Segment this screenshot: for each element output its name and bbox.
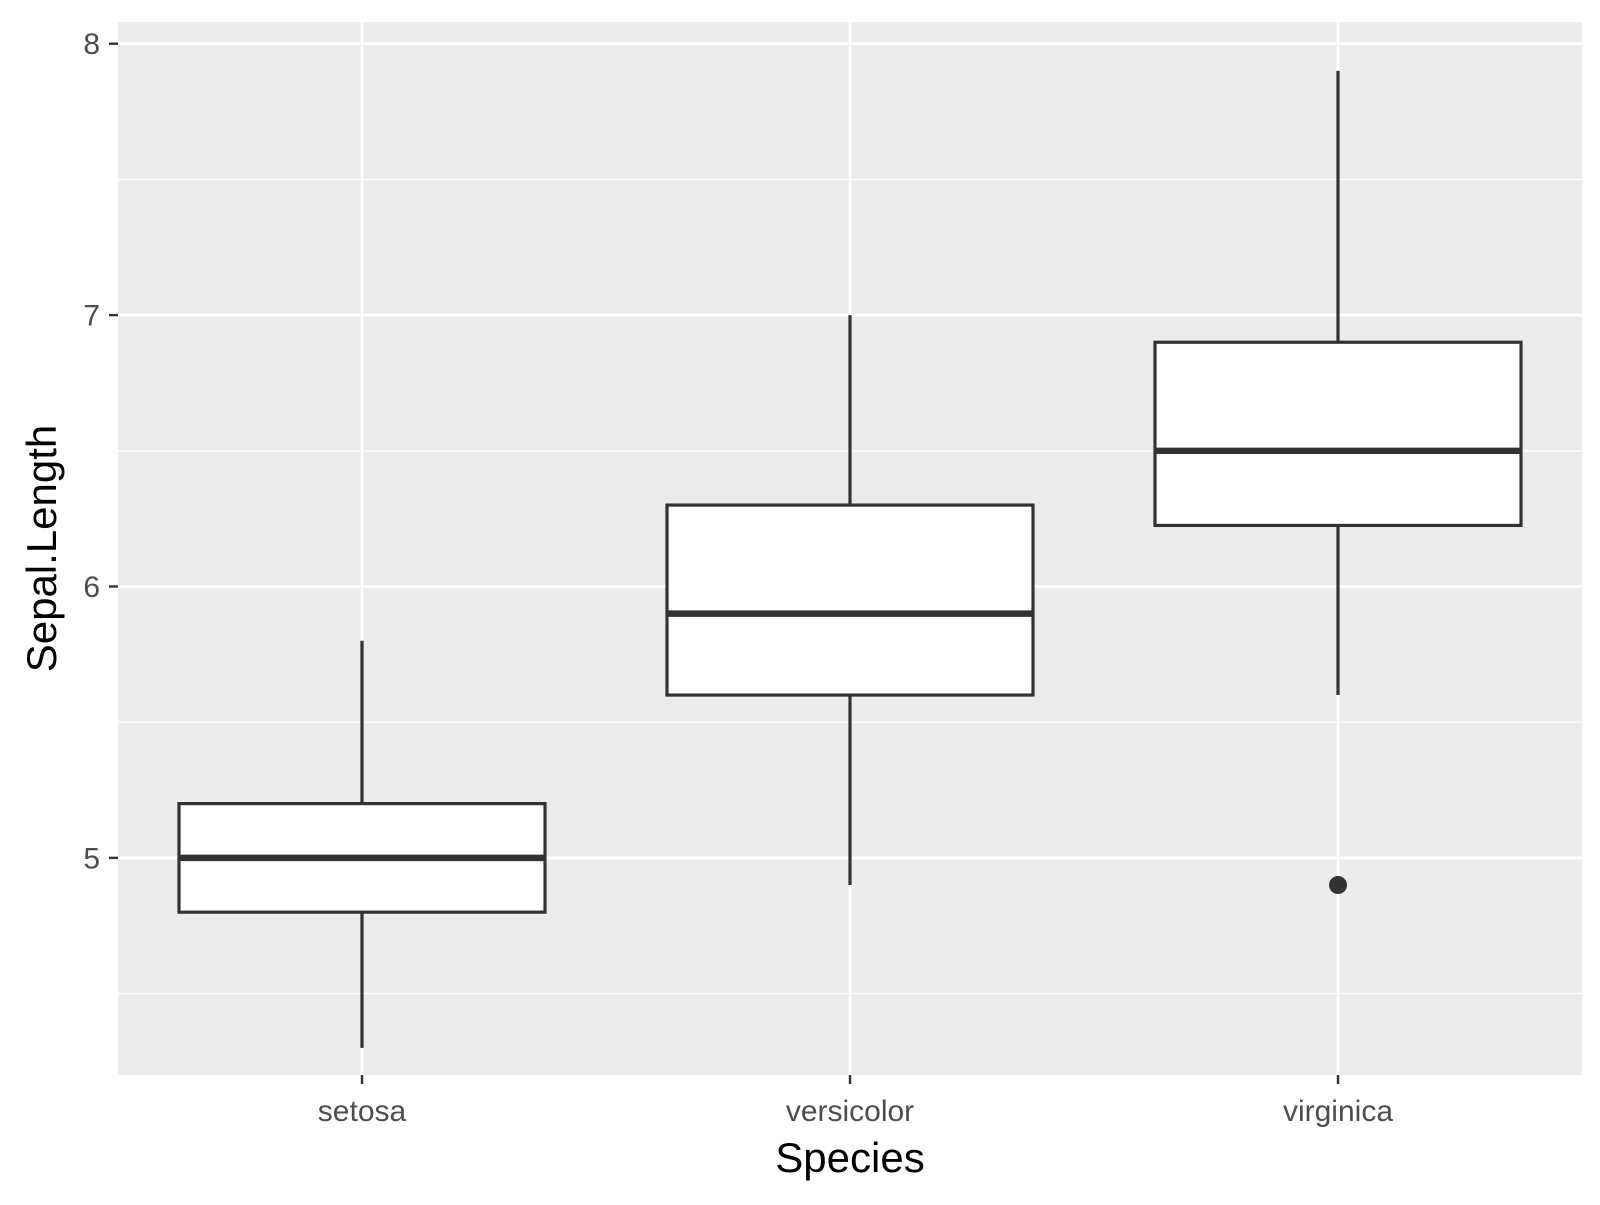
x-axis-title: Species — [775, 1134, 924, 1181]
outlier-point-virginica-0 — [1329, 876, 1347, 895]
box-virginica — [1153, 70, 1523, 895]
iqr-box-virginica — [1153, 340, 1523, 528]
y-tick-label-7: 7 — [83, 300, 100, 333]
y-tick-label-8: 8 — [83, 28, 100, 61]
x-axis: setosa versicolor virginica — [318, 1075, 1393, 1128]
box-setosa — [177, 640, 547, 1048]
y-axis-title: Sepal.Length — [18, 425, 65, 673]
y-tick-label-5: 5 — [83, 842, 100, 875]
x-tick-label-virginica: virginica — [1283, 1095, 1393, 1128]
iqr-box-versicolor — [665, 503, 1035, 697]
y-axis: 5 6 7 8 — [83, 28, 118, 875]
boxes — [177, 70, 1523, 1048]
y-tick-label-6: 6 — [83, 571, 100, 604]
box-versicolor — [665, 315, 1035, 886]
x-tick-label-versicolor: versicolor — [786, 1095, 914, 1128]
x-tick-label-setosa: setosa — [318, 1095, 407, 1128]
